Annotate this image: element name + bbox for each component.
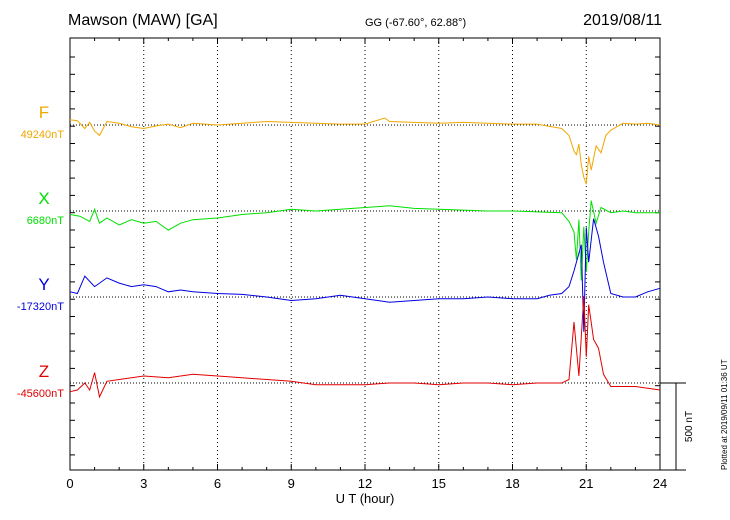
- series-name-x: X: [38, 189, 49, 208]
- x-tick-label: 15: [432, 476, 446, 491]
- x-tick-label: 18: [505, 476, 519, 491]
- series-line-z: [69, 295, 661, 399]
- series-name-y: Y: [38, 275, 49, 294]
- axis-ticks: [69, 38, 661, 470]
- x-axis-label: U T (hour): [336, 491, 395, 506]
- x-tick-label: 21: [579, 476, 593, 491]
- series-baseline-y: -17320nT: [17, 301, 64, 313]
- axis-labels: 0 3 6 9 12 15 18 21 24 U T (hour) F 49240nT X 6680nT Y…: [17, 103, 667, 506]
- x-tick-label: 0: [66, 476, 73, 491]
- x-tick-label: 6: [214, 476, 221, 491]
- x-tick-label: 12: [358, 476, 372, 491]
- series-baseline-z: -45600nT: [17, 388, 64, 400]
- scale-bar-label: 500 nT: [684, 411, 695, 442]
- geographic-coordinates: GG (-67.60°, 62.88°): [365, 17, 467, 29]
- plot-date: 2019/08/11: [583, 12, 662, 29]
- scale-bar: 500 nT: [660, 382, 695, 471]
- series-baseline-f: 49240nT: [21, 129, 65, 141]
- series-baseline-x: 6680nT: [27, 215, 65, 227]
- baseline-lines: [70, 124, 660, 384]
- series-line-y: [69, 218, 661, 332]
- x-tick-label: 24: [653, 476, 667, 491]
- series-lines: [69, 117, 661, 399]
- grid-lines: [143, 38, 587, 470]
- station-title: Mawson (MAW) [GA]: [68, 12, 218, 29]
- series-name-f: F: [39, 103, 49, 122]
- series-name-z: Z: [39, 362, 49, 381]
- plotted-timestamp: Plotted at 2019/09/11 01:36 UT: [720, 359, 729, 470]
- x-tick-label: 9: [288, 476, 295, 491]
- series-line-x: [69, 200, 660, 281]
- series-line-f: [69, 117, 661, 185]
- x-tick-label: 3: [140, 476, 147, 491]
